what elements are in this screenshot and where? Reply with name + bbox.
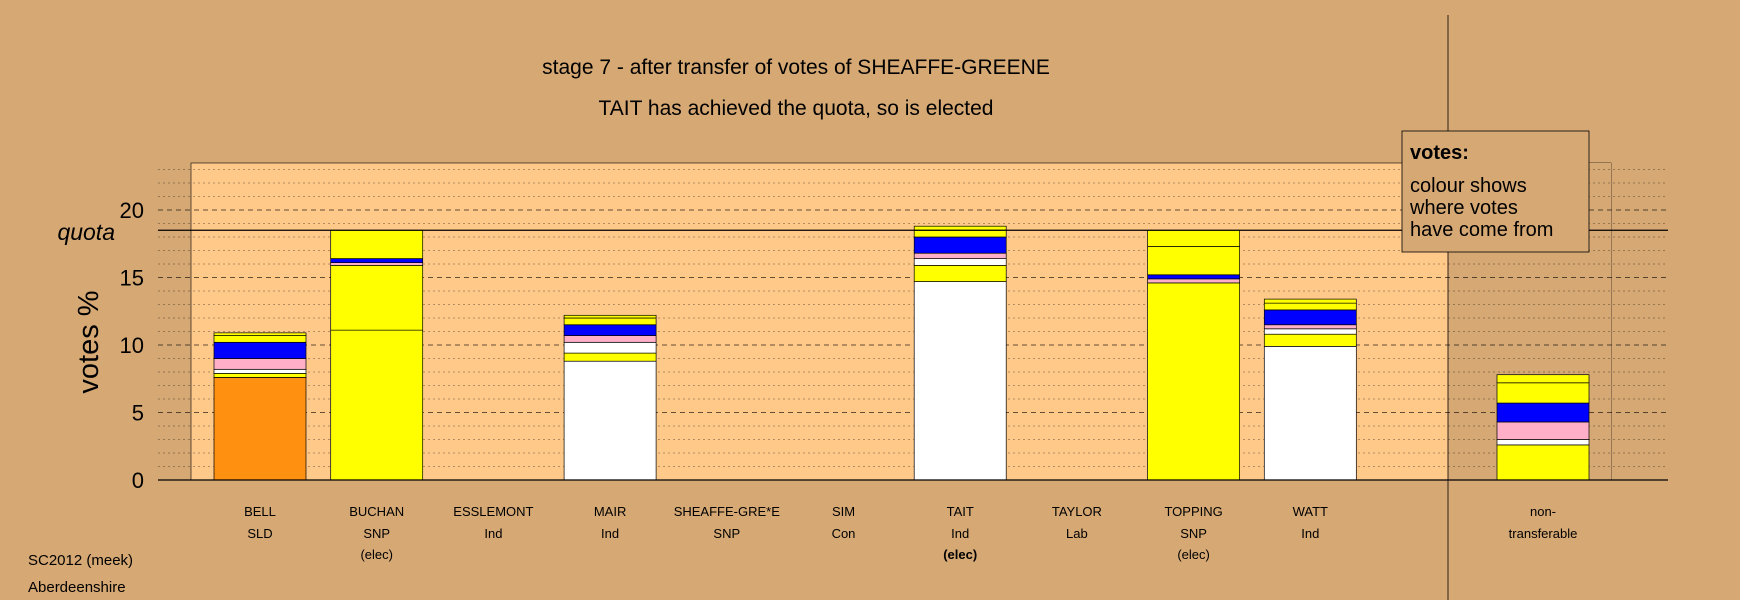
candidate-name: SIM bbox=[832, 504, 855, 519]
plot-area: 0 5 10 15 20 BELL SLD BUCHAN SNP (elec) ESSLEMONT I… bbox=[120, 15, 1668, 600]
candidate-status: (elec) bbox=[360, 547, 393, 562]
bar-segment bbox=[563, 317, 657, 326]
quota-label: quota bbox=[57, 219, 115, 245]
y-axis-label: votes % bbox=[73, 290, 105, 393]
footer-area: Aberdeenshire bbox=[28, 579, 126, 596]
bar-segment bbox=[1147, 282, 1240, 481]
y-tick-label: 20 bbox=[120, 198, 144, 223]
bar-segment bbox=[563, 352, 657, 362]
bar-segment bbox=[330, 265, 424, 331]
candidate-name: TAIT bbox=[947, 504, 974, 519]
nontransferable-segment bbox=[1496, 402, 1590, 423]
bar-segment bbox=[1263, 346, 1357, 481]
bar-segment bbox=[913, 252, 1007, 259]
candidate-party: SNP bbox=[363, 526, 390, 541]
bar-segment bbox=[213, 368, 307, 374]
candidate-party: SNP bbox=[713, 526, 740, 541]
bar-segment bbox=[1263, 309, 1357, 326]
bar-segment bbox=[1263, 328, 1357, 335]
footer-source: SC2012 (meek) bbox=[28, 552, 134, 569]
bar-segment bbox=[213, 341, 307, 359]
candidate-party: Ind bbox=[484, 526, 502, 541]
y-tick-label: 5 bbox=[132, 401, 144, 426]
bar-segment bbox=[1263, 333, 1357, 347]
bar-segment bbox=[213, 377, 307, 481]
nontransferable-segment bbox=[1496, 374, 1590, 384]
bar-segment bbox=[913, 229, 1007, 238]
candidate-party: Con bbox=[832, 526, 856, 541]
legend-line-1: colour shows bbox=[1410, 175, 1527, 197]
candidate-name: SHEAFFE-GRE*E bbox=[674, 504, 781, 519]
candidate-party: Lab bbox=[1066, 526, 1088, 541]
bar-segment bbox=[913, 265, 1007, 282]
bar-segment bbox=[330, 262, 424, 266]
bar-segment bbox=[213, 335, 307, 343]
nontransferable-segment bbox=[1496, 444, 1590, 481]
bar-segment bbox=[213, 332, 307, 336]
bar-segment bbox=[563, 335, 657, 343]
candidate-name: ESSLEMONT bbox=[453, 504, 533, 519]
chart-subtitle: TAIT has achieved the quota, so is elect… bbox=[599, 97, 994, 120]
bar-segment bbox=[1147, 229, 1240, 247]
bar-segment bbox=[1147, 274, 1240, 280]
bar-segment bbox=[330, 258, 424, 264]
y-tick-label: 0 bbox=[132, 468, 144, 493]
nontransferable-segment bbox=[1496, 382, 1590, 404]
candidate-status: (elec) bbox=[1177, 547, 1210, 562]
nontransferable-segment bbox=[1496, 421, 1590, 440]
bar-segment bbox=[913, 281, 1007, 481]
candidate-name: WATT bbox=[1293, 504, 1328, 519]
bar-segment bbox=[913, 258, 1007, 266]
candidate-name: MAIR bbox=[594, 504, 627, 519]
candidate-name: BUCHAN bbox=[349, 504, 404, 519]
bar-segment bbox=[563, 341, 657, 354]
bar-segment bbox=[213, 373, 307, 378]
y-tick-label: 10 bbox=[120, 333, 144, 358]
bar-segment bbox=[1263, 298, 1357, 304]
bar-segment bbox=[563, 360, 657, 481]
plot-frame bbox=[190, 162, 1612, 481]
nontransferable-segment bbox=[1496, 439, 1590, 446]
y-tick-label: 15 bbox=[120, 266, 144, 291]
bar-segment bbox=[563, 314, 657, 319]
bar-segment bbox=[1263, 324, 1357, 330]
candidate-party: Ind bbox=[1301, 526, 1319, 541]
candidate-party: SLD bbox=[247, 526, 272, 541]
bar-segment bbox=[563, 324, 657, 336]
candidate-party: SNP bbox=[1180, 526, 1207, 541]
nontransferable-label: non- bbox=[1530, 504, 1556, 519]
legend-box bbox=[1401, 130, 1590, 253]
nontransferable-label: transferable bbox=[1509, 526, 1578, 541]
candidate-name: TAYLOR bbox=[1052, 504, 1102, 519]
bar-segment bbox=[330, 229, 424, 259]
candidate-party: Ind bbox=[951, 526, 969, 541]
bar-segment bbox=[1147, 246, 1240, 276]
candidate-name: BELL bbox=[244, 504, 276, 519]
legend: votes: colour shows where votes have com… bbox=[1401, 130, 1590, 253]
chart-title: stage 7 - after transfer of votes of SHE… bbox=[542, 56, 1050, 79]
bar-segment bbox=[913, 236, 1007, 254]
candidate-party: Ind bbox=[601, 526, 619, 541]
bar-segment bbox=[213, 358, 307, 370]
legend-title: votes: bbox=[1410, 142, 1469, 164]
legend-line-2: where votes bbox=[1409, 197, 1518, 219]
bar-segment bbox=[913, 225, 1007, 231]
bar-segment bbox=[1263, 302, 1357, 311]
bar-segment bbox=[330, 329, 424, 481]
candidate-name: TOPPING bbox=[1164, 504, 1222, 519]
candidate-status: (elec) bbox=[943, 547, 977, 562]
legend-line-3: have come from bbox=[1410, 219, 1553, 241]
bar-segment bbox=[1147, 278, 1240, 284]
